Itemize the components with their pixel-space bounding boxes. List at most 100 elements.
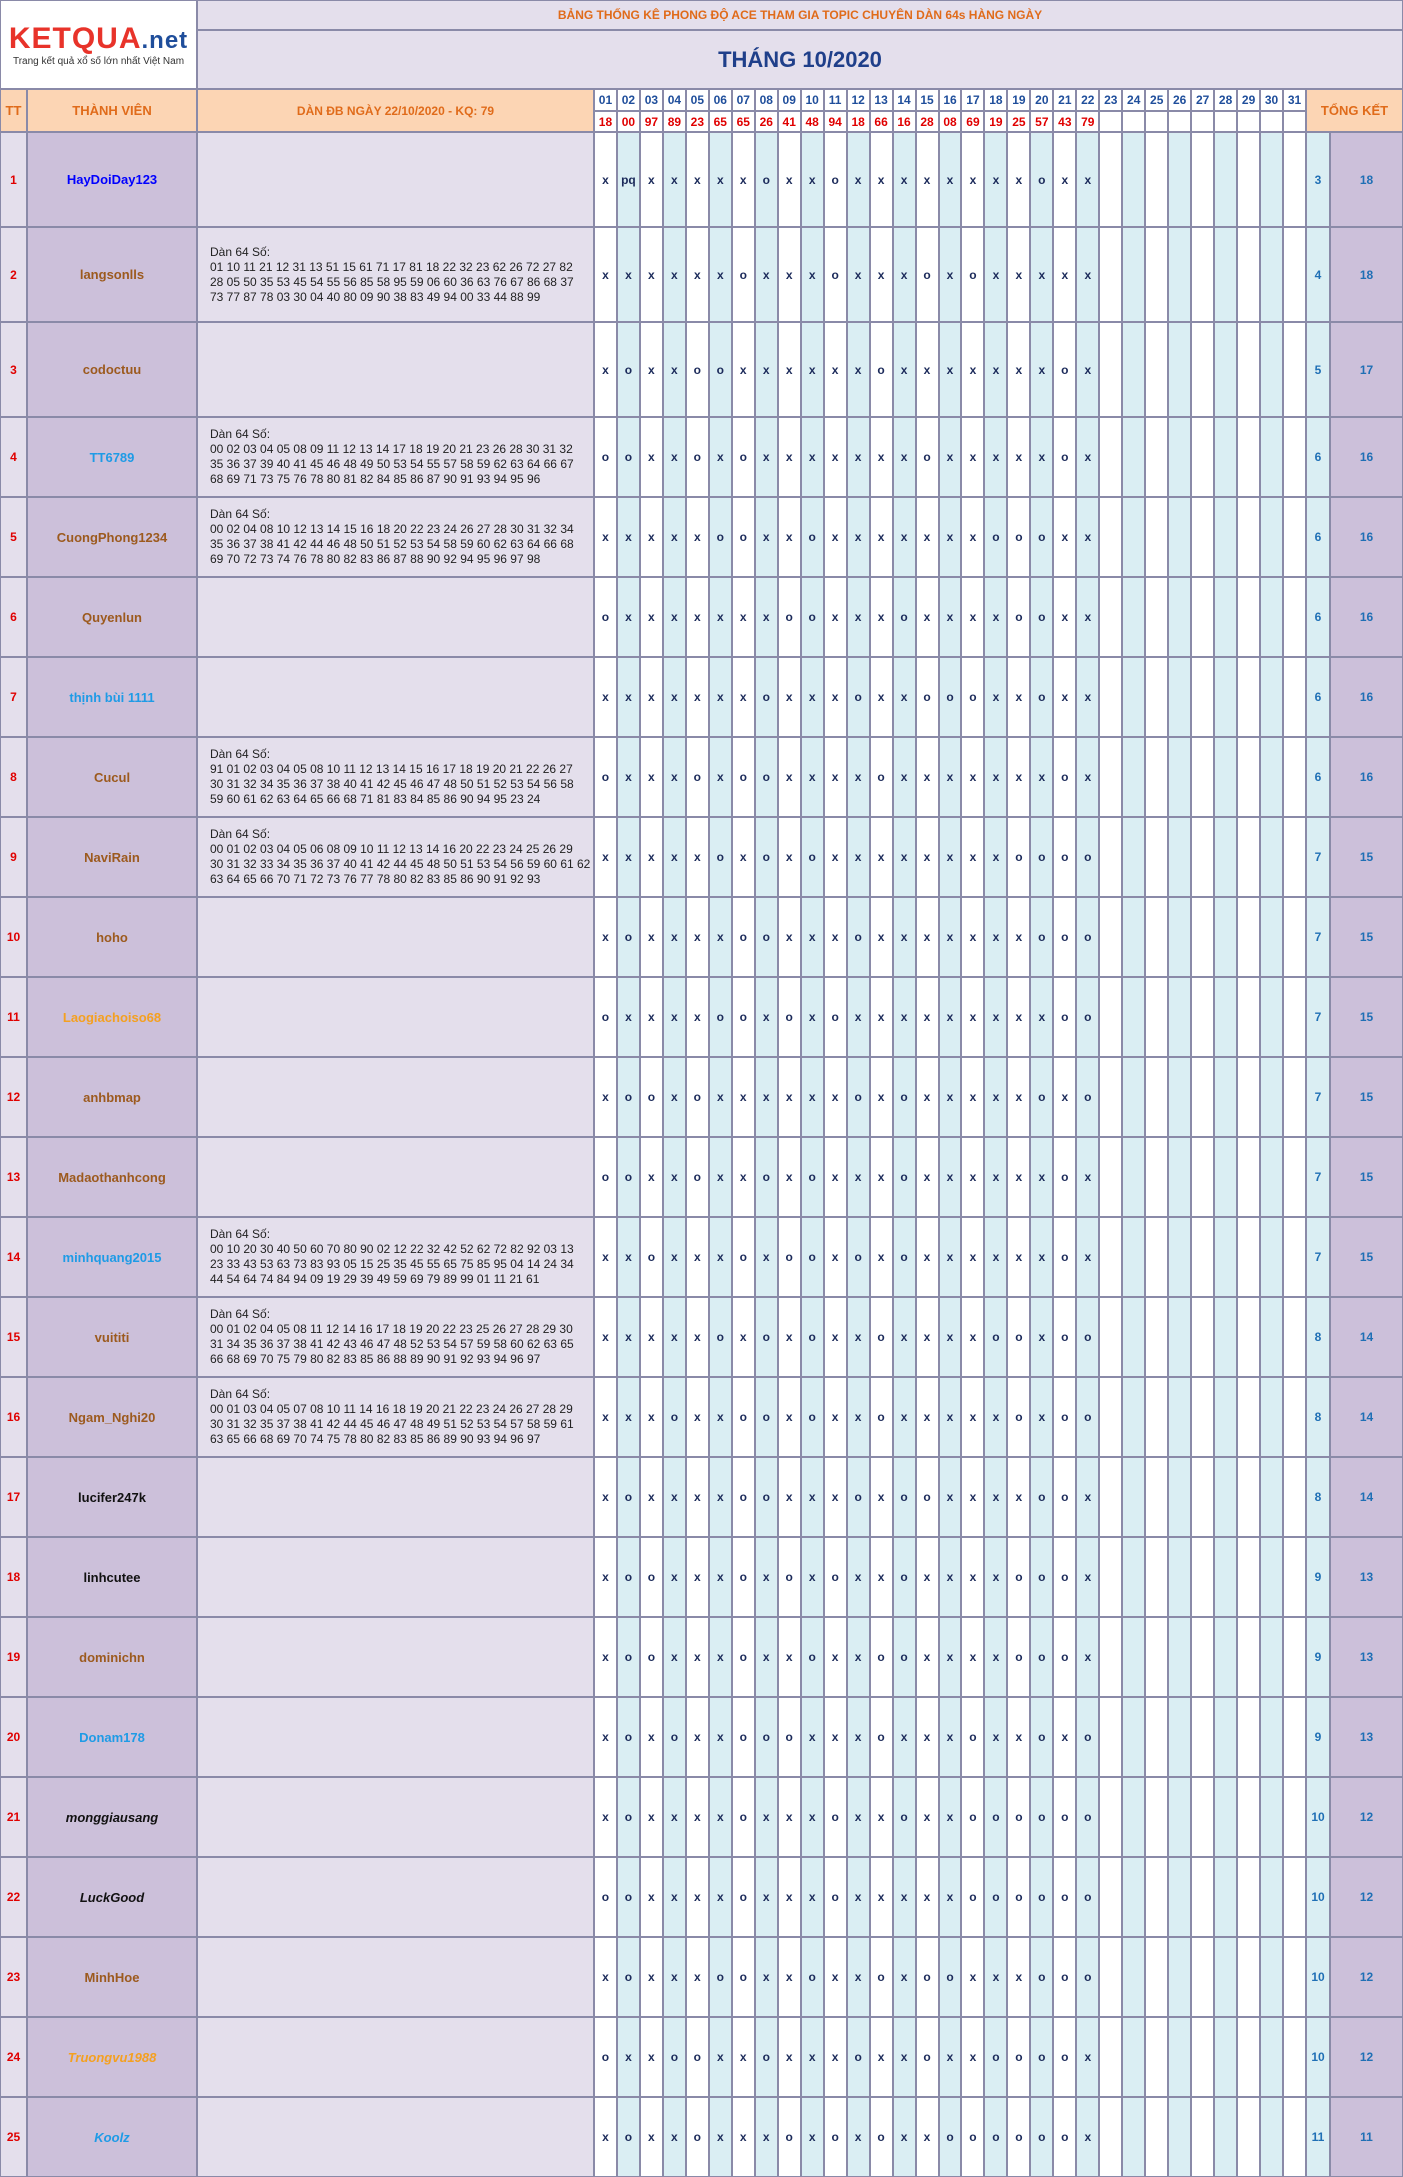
empty-cell (1191, 417, 1215, 497)
dan-line: 23 33 43 53 63 73 83 93 05 15 25 35 45 5… (210, 1257, 574, 1271)
day-mark: x (685, 1217, 709, 1297)
day-mark: x (892, 977, 916, 1057)
dan-line: Dàn 64 Số: (210, 507, 271, 521)
empty-cell (1122, 322, 1146, 417)
day-mark: x (1053, 497, 1077, 577)
dan-line: Dàn 64 Số: (210, 427, 271, 441)
empty-cell (1099, 817, 1123, 897)
empty-cell (1099, 1617, 1123, 1697)
empty-cell (1099, 1377, 1123, 1457)
count-o: 10 (1306, 1937, 1330, 2017)
dan-cell (197, 1537, 594, 1617)
dan-cell: Dàn 64 Số: 00 10 20 30 40 50 60 70 80 90 … (197, 1217, 594, 1297)
day-header: 12 (846, 89, 870, 111)
day-mark: x (1007, 657, 1031, 737)
empty-cell (1145, 1777, 1169, 1857)
empty-cell (1191, 1617, 1215, 1697)
empty-cell (1260, 737, 1284, 817)
day-mark: o (1076, 1777, 1100, 1857)
count-x: 16 (1330, 737, 1403, 817)
empty-cell (1260, 1617, 1284, 1697)
day-mark: x (869, 657, 893, 737)
dan-cell (197, 1937, 594, 2017)
day-mark: x (662, 897, 686, 977)
dan-cell: Dàn 64 Số: 00 02 03 04 05 08 09 11 12 13 … (197, 417, 594, 497)
day-header: 15 (915, 89, 939, 111)
empty-cell (1168, 1697, 1192, 1777)
day-mark: o (639, 1537, 663, 1617)
day-mark: o (1053, 1537, 1077, 1617)
day-header: 09 (777, 89, 801, 111)
empty-cell (1214, 132, 1238, 227)
day-mark: x (731, 577, 755, 657)
member-name: Quyenlun (27, 577, 197, 657)
day-mark: o (1053, 1137, 1077, 1217)
day-mark: o (777, 2097, 801, 2177)
day-mark: x (915, 1537, 939, 1617)
day-mark: x (800, 1697, 824, 1777)
member-name: minhquang2015 (27, 1217, 197, 1297)
dan-cell (197, 2097, 594, 2177)
dan-line: 00 10 20 30 40 50 60 70 80 90 02 12 22 3… (210, 1242, 574, 1256)
empty-cell (1283, 132, 1306, 227)
day-mark: x (685, 817, 709, 897)
empty-cell (1145, 497, 1169, 577)
dan-list: Dàn 64 Số: 01 10 11 21 12 31 13 51 15 61 … (210, 245, 574, 305)
day-mark: x (1007, 227, 1031, 322)
empty-cell (1168, 322, 1192, 417)
day-mark: x (616, 227, 640, 322)
count-o: 9 (1306, 1697, 1330, 1777)
day-header: 23 (1099, 89, 1123, 111)
empty-cell (1214, 657, 1238, 737)
count-x: 13 (1330, 1537, 1403, 1617)
row-number: 19 (0, 1617, 27, 1697)
day-mark: o (800, 1377, 824, 1457)
day-mark: x (754, 1937, 778, 2017)
day-mark: o (616, 1937, 640, 2017)
day-mark: x (616, 577, 640, 657)
day-mark: o (961, 1777, 985, 1857)
empty-cell (1191, 132, 1215, 227)
day-mark: o (1030, 1617, 1054, 1697)
day-result: 66 (869, 111, 893, 132)
day-mark: x (984, 322, 1008, 417)
dan-line: 00 02 03 04 05 08 09 11 12 13 14 17 18 1… (210, 442, 573, 456)
day-mark: x (892, 417, 916, 497)
day-mark: o (1007, 1297, 1031, 1377)
logo-tagline: Trang kết quả xổ số lớn nhất Việt Nam (12, 56, 185, 67)
dan-line: Dàn 64 Số: (210, 1307, 271, 1321)
day-mark: x (938, 1217, 962, 1297)
day-mark: x (1076, 417, 1100, 497)
empty-cell (1191, 1777, 1215, 1857)
day-mark: o (1007, 1617, 1031, 1697)
day-mark: o (846, 2017, 870, 2097)
day-mark: x (754, 1217, 778, 1297)
empty-cell (1099, 1217, 1123, 1297)
day-mark: x (938, 1057, 962, 1137)
day-mark: o (616, 1537, 640, 1617)
empty-cell (1260, 322, 1284, 417)
day-mark: x (685, 1937, 709, 2017)
empty-cell (1122, 657, 1146, 737)
day-mark: x (662, 1057, 686, 1137)
dan-line: 00 01 03 04 05 07 08 10 11 14 16 18 19 2… (210, 1402, 573, 1416)
day-mark: x (961, 1297, 985, 1377)
day-mark: x (846, 227, 870, 322)
day-mark: x (662, 1777, 686, 1857)
day-mark: x (938, 1377, 962, 1457)
empty-cell (1260, 897, 1284, 977)
day-mark: o (823, 227, 847, 322)
empty-cell (1237, 2097, 1261, 2177)
day-mark: o (915, 1457, 939, 1537)
empty-cell (1122, 1937, 1146, 2017)
day-mark: o (777, 1537, 801, 1617)
day-mark: o (846, 897, 870, 977)
member-name: vuititi (27, 1297, 197, 1377)
empty-cell (1214, 1457, 1238, 1537)
day-mark: x (869, 1217, 893, 1297)
dan-line: Dàn 64 Số: (210, 244, 271, 259)
empty-cell (1283, 111, 1306, 132)
dan-line: 69 70 72 73 74 76 78 80 82 83 86 87 88 9… (210, 552, 541, 566)
day-mark: o (961, 657, 985, 737)
empty-cell (1237, 1537, 1261, 1617)
